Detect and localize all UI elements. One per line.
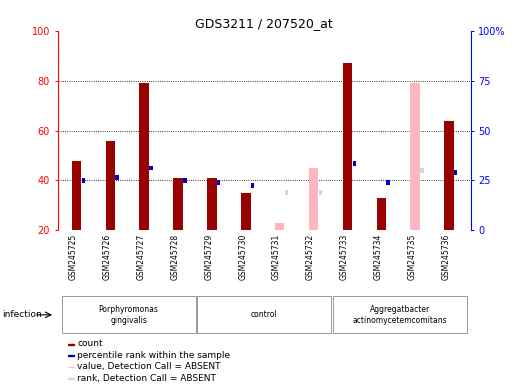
Bar — [173, 178, 183, 230]
Bar — [309, 168, 319, 230]
Text: control: control — [251, 310, 278, 319]
Bar — [140, 83, 149, 230]
Text: GSM245725: GSM245725 — [69, 233, 78, 280]
Bar — [241, 193, 251, 230]
Text: GSM245731: GSM245731 — [272, 233, 281, 280]
Bar — [275, 223, 285, 230]
Bar — [285, 190, 288, 195]
Text: GSM245733: GSM245733 — [340, 233, 349, 280]
Text: percentile rank within the sample: percentile rank within the sample — [77, 351, 230, 360]
Text: GSM245726: GSM245726 — [103, 233, 112, 280]
Bar — [217, 180, 220, 185]
Bar — [149, 166, 153, 170]
Text: value, Detection Call = ABSENT: value, Detection Call = ABSENT — [77, 362, 221, 371]
Text: rank, Detection Call = ABSENT: rank, Detection Call = ABSENT — [77, 374, 216, 383]
Bar — [319, 190, 322, 195]
Text: GSM245732: GSM245732 — [306, 233, 315, 280]
Bar — [68, 378, 74, 379]
Bar — [353, 161, 356, 166]
Text: infection: infection — [3, 310, 42, 319]
Bar — [333, 296, 467, 333]
Bar — [183, 178, 187, 183]
Bar — [343, 63, 352, 230]
Text: GSM245728: GSM245728 — [170, 233, 179, 280]
Bar — [106, 141, 115, 230]
Text: GSM245730: GSM245730 — [238, 233, 247, 280]
Text: GSM245729: GSM245729 — [204, 233, 213, 280]
Bar — [197, 296, 331, 333]
Bar — [420, 168, 424, 173]
Text: Porphyromonas
gingivalis: Porphyromonas gingivalis — [99, 305, 158, 324]
Text: count: count — [77, 339, 103, 348]
Bar — [62, 296, 196, 333]
Bar — [82, 178, 85, 183]
Text: GSM245727: GSM245727 — [137, 233, 145, 280]
Text: GSM245736: GSM245736 — [441, 233, 450, 280]
Bar — [444, 121, 454, 230]
Bar — [116, 175, 119, 180]
Bar — [207, 178, 217, 230]
Bar — [68, 355, 74, 356]
Bar — [377, 198, 386, 230]
Text: GSM245734: GSM245734 — [373, 233, 383, 280]
Title: GDS3211 / 207520_at: GDS3211 / 207520_at — [195, 17, 333, 30]
Text: GSM245735: GSM245735 — [407, 233, 416, 280]
Text: Aggregatbacter
actinomycetemcomitans: Aggregatbacter actinomycetemcomitans — [353, 305, 447, 324]
Bar — [386, 180, 390, 185]
Bar — [454, 170, 458, 175]
Bar — [251, 183, 254, 188]
Bar — [411, 83, 420, 230]
Bar — [72, 161, 81, 230]
